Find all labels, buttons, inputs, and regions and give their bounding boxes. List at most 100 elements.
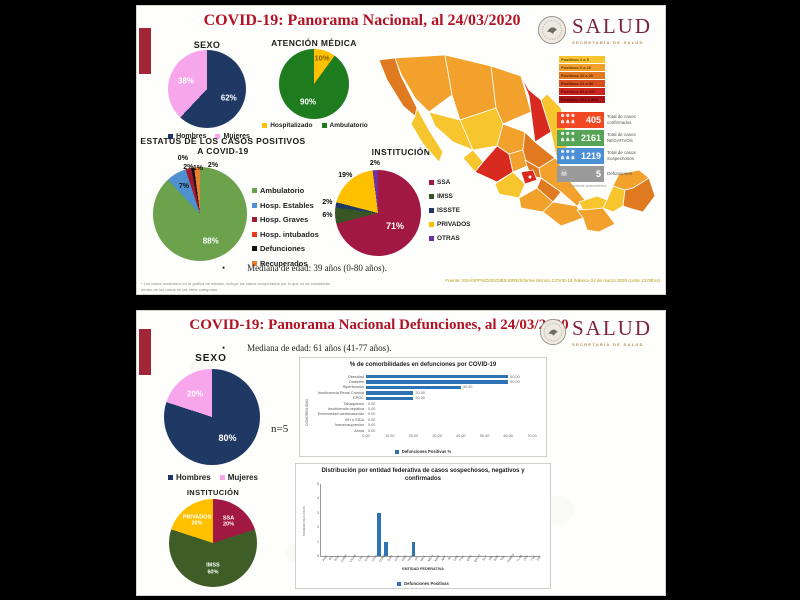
hbar-row: Tabaquismo 0.00 bbox=[308, 401, 532, 406]
mediana-edad-nacional: • Mediana de edad: 39 años (0-80 años). bbox=[222, 263, 387, 273]
chart-title-sexo: SEXO bbox=[193, 40, 221, 50]
legend-institucion-nacional: SSA IMSS ISSSTE PRIVADOS OTRAS bbox=[429, 179, 470, 242]
stat-value: 2161 bbox=[580, 133, 601, 143]
state-cdmx bbox=[528, 175, 532, 179]
pie-label: 2% bbox=[207, 162, 219, 170]
legend-item: Defunciones bbox=[252, 244, 319, 253]
hbar-category: Asma bbox=[354, 428, 364, 433]
pie-label: 62% bbox=[220, 93, 237, 103]
hbar-value: 20.00 bbox=[415, 396, 425, 401]
legend-item: Recuperados bbox=[252, 259, 319, 268]
hbar-bar bbox=[366, 375, 509, 379]
vbar-slot bbox=[444, 484, 451, 556]
legend-sexo-defunciones: Hombres Mujeres bbox=[139, 473, 287, 482]
stat-box: 2161 bbox=[557, 130, 604, 146]
pie-label: 0% bbox=[177, 154, 188, 162]
stat-value: 5 bbox=[595, 169, 601, 179]
vbar-slot bbox=[355, 484, 362, 556]
legend-item: Ambulatorio bbox=[252, 186, 319, 195]
chart-title-sexo-def: SEXO bbox=[195, 353, 227, 364]
logo-subtitle: SECRETARÍA DE SALUD bbox=[572, 40, 644, 45]
hbar-value: 20.00 bbox=[415, 390, 425, 395]
map-legend-row: Positivos 1 a 5 bbox=[559, 56, 605, 63]
stats-note: Pendiente antecedentes bbox=[569, 184, 607, 188]
legend-item: Mujeres bbox=[219, 473, 258, 482]
salud-logo: SALUD SECRETARÍA DE SALUD bbox=[539, 316, 652, 347]
vbar-slot bbox=[362, 484, 369, 556]
stat-value: 405 bbox=[585, 115, 601, 125]
legend-item: PRIVADOS bbox=[429, 221, 470, 228]
map-legend-row: Positivos 201 a 500 bbox=[559, 96, 605, 103]
pie-estatus: 88% 7% 2% 0% 1% 2% bbox=[153, 155, 247, 261]
vbar-bar bbox=[411, 541, 416, 556]
legend-item: Hombres bbox=[168, 473, 211, 482]
pie-sexo-defunciones: 80% 20% bbox=[164, 369, 260, 465]
hbar-value: 0.00 bbox=[368, 407, 376, 412]
vbar-slot bbox=[465, 484, 472, 556]
chart-title-institucion: INSTITUCIÓN bbox=[371, 147, 431, 157]
vbar-slot bbox=[513, 484, 520, 556]
hbar-value: 40.00 bbox=[462, 385, 473, 390]
logo-subtitle: SECRETARÍA DE SALUD bbox=[572, 342, 644, 347]
logo-name: SALUD bbox=[572, 14, 653, 38]
hbar-bar bbox=[366, 380, 509, 384]
hbar-row: Inmunosupresión 0.00 bbox=[308, 423, 532, 428]
vbar-slot bbox=[526, 484, 533, 556]
vbar-ytick: 3 bbox=[316, 510, 319, 515]
pie-institucion-defunciones: SSA 20% IMSS 60% PRIVADOS 20% bbox=[169, 499, 257, 587]
stat-box: 1219 bbox=[557, 148, 604, 164]
hbar-row: Diabetes 60.00 bbox=[308, 379, 532, 384]
accent-bar bbox=[139, 28, 151, 74]
pie-label: PRIVADOS 20% bbox=[182, 514, 212, 527]
vbar-slot bbox=[492, 484, 499, 556]
hbar-category: Insuficiencia hepática bbox=[327, 407, 364, 412]
hbar-category: Insuficiencia Renal Crónica bbox=[317, 390, 364, 395]
stat-box: 405 bbox=[557, 112, 604, 128]
comorbilidades-chart-title: % de comorbilidades en defunciones por C… bbox=[349, 362, 497, 368]
hbar-category: Tabaquismo bbox=[343, 401, 364, 406]
stat-row: 1219 Total de casos Sospechosos bbox=[557, 148, 663, 164]
pie-atencion-medica: 10% 90% bbox=[279, 49, 349, 119]
legend-item: SSA bbox=[429, 179, 470, 186]
hbar-category: Hipertensión bbox=[342, 385, 364, 390]
stat-label: Total de casos NEGATIVOS bbox=[607, 132, 636, 143]
hbar-row: Obesidad 60.00 bbox=[308, 374, 532, 379]
entidades-chart-card: Distribución por entidad federativa de c… bbox=[295, 463, 551, 589]
vbar-slot bbox=[506, 484, 513, 556]
hbar-category: Inmunosupresión bbox=[334, 423, 364, 428]
vbar-slot bbox=[369, 484, 376, 556]
legend-item: Mujeres bbox=[215, 133, 250, 140]
vbar-slot bbox=[472, 484, 479, 556]
state-nl bbox=[520, 75, 552, 143]
vbar-ytick: 4 bbox=[316, 496, 319, 501]
state-chis bbox=[576, 207, 616, 233]
n-label: n=5 bbox=[271, 423, 289, 435]
hbar-category: Diabetes bbox=[349, 380, 364, 385]
hbar-value: 0.00 bbox=[368, 428, 376, 433]
vbar-slot bbox=[335, 484, 342, 556]
vbar-slot bbox=[478, 484, 485, 556]
pie-label: 71% bbox=[385, 221, 404, 231]
logo-name: SALUD bbox=[572, 316, 653, 340]
state-mich bbox=[494, 171, 526, 199]
hbar-xticks: 0.00 10.00 20.00 30.00 40.00 50.00 60.00 70.00 bbox=[362, 434, 537, 438]
pie-label: 90% bbox=[300, 97, 317, 107]
legend-item: Hombres bbox=[168, 133, 206, 140]
hbar-row: Enfermedad cardiovascular 0.00 bbox=[308, 412, 532, 417]
pie-label: SSA 20% bbox=[222, 515, 235, 528]
vbar-slot bbox=[342, 484, 349, 556]
state-oax bbox=[542, 201, 584, 227]
pie-label: 19% bbox=[338, 171, 353, 179]
hbar-row: VIH o SIDA 0.00 bbox=[308, 417, 532, 422]
hbar-category: EPOC bbox=[353, 396, 364, 401]
hbar-row: Hipertensión 40.00 bbox=[308, 385, 532, 390]
vbar-slot bbox=[499, 484, 506, 556]
hbar-category: Enfermedad cardiovascular bbox=[317, 412, 364, 417]
legend-item: Hospitalizado bbox=[262, 122, 313, 129]
page-title-defunciones: COVID-19: Panorama Nacional Defunciones,… bbox=[189, 317, 569, 333]
legend-atencion: Hospitalizado Ambulatorio bbox=[262, 122, 368, 129]
state-camp bbox=[602, 185, 626, 213]
pie-label: 88% bbox=[202, 236, 219, 246]
legend-item: OTRAS bbox=[429, 235, 470, 242]
entidades-legend: Defunciones Positivas bbox=[296, 581, 550, 586]
